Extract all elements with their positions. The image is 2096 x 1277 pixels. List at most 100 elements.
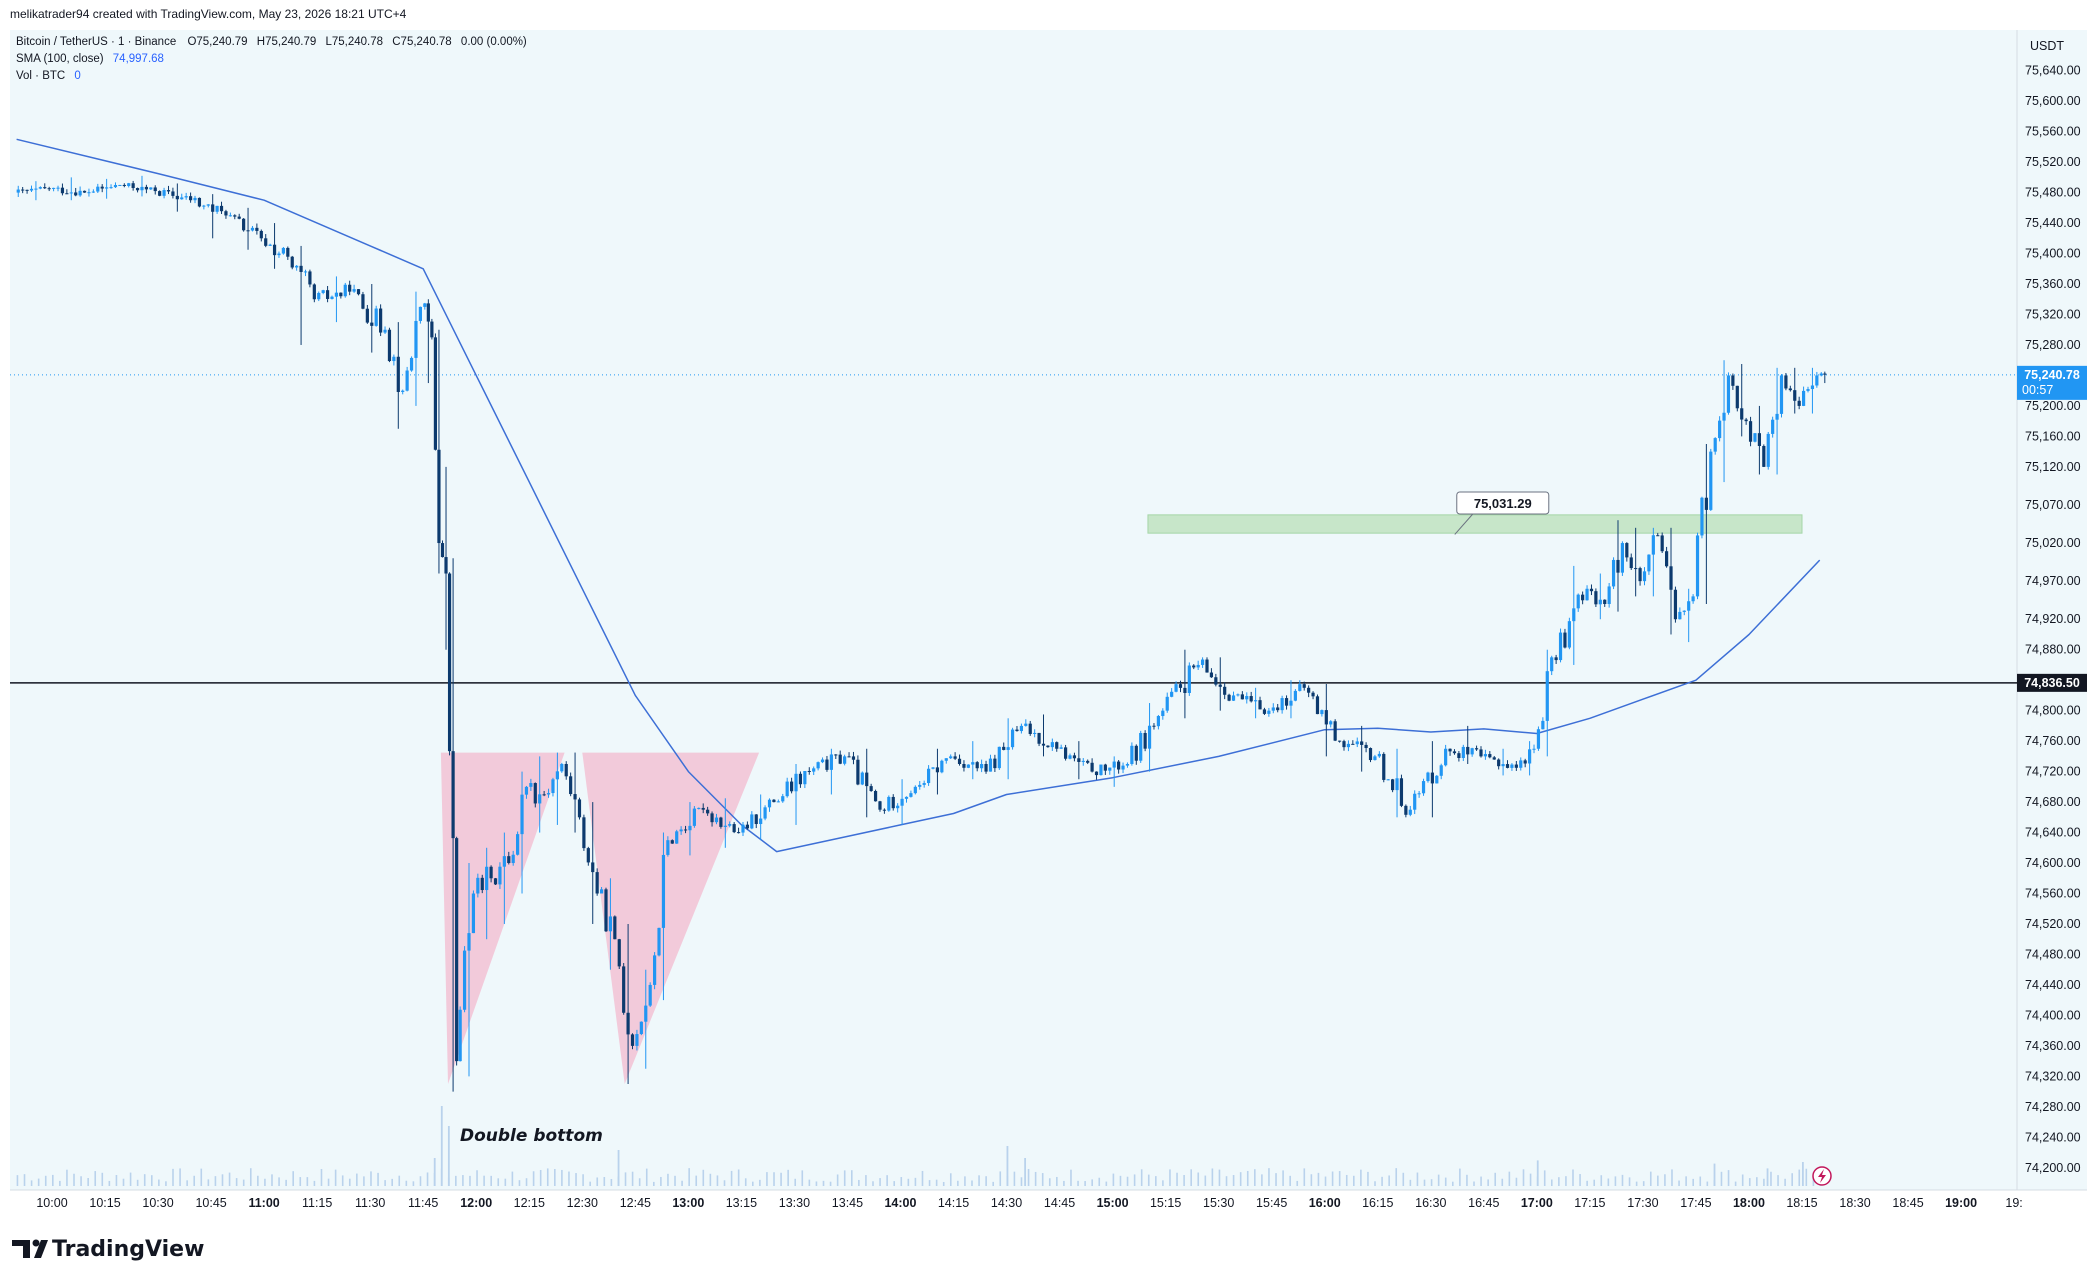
candle-body [1448,748,1452,752]
candle-body [1656,535,1660,537]
volume-bar [999,1171,1002,1186]
volume-bar [1275,1173,1277,1186]
candle-body [1368,748,1373,761]
candle-body [896,805,900,809]
volume-bar [327,1178,330,1186]
volume-bar [1558,1177,1560,1186]
volume-bar [695,1175,698,1186]
candle-body [246,230,250,232]
volume-bar [1331,1171,1334,1186]
candle-body [577,799,582,818]
volume-bar [1338,1171,1341,1186]
volume-bar [1119,1175,1122,1186]
candle-body [1757,433,1761,446]
volume-bar-spike [447,1126,450,1186]
volume-bar [306,1177,309,1186]
volume-bar [299,1177,302,1186]
candle-body [763,807,767,819]
price-label: 75,560.00 [2025,125,2081,139]
volume-bar [893,1181,896,1186]
candle-body [851,756,856,760]
candle-body [312,284,316,300]
price-label: 74,680.00 [2025,795,2081,809]
volume-bar [1770,1171,1772,1186]
volume-bar [511,1171,514,1186]
time-label: 15:45 [1256,1196,1287,1210]
volume-bar [773,1172,775,1186]
candle-body [1214,677,1218,685]
time-label: 10:00 [36,1196,67,1210]
candle-body [365,308,369,323]
volume-bar [249,1168,252,1186]
candle-body [622,966,626,1013]
candle-body [1364,744,1368,749]
volume-bar [1239,1172,1242,1186]
candle-body [272,244,277,256]
candle-body [1311,692,1315,697]
candle-body [1196,664,1200,668]
candle-body [653,955,657,985]
volume-bar [1169,1169,1171,1186]
price-axis-labels: 75,640.00 75,600.00 75,560.00 75,520.00 75,4… [2025,64,2081,1175]
volume-bar [23,1174,26,1186]
candle-body [1819,373,1823,376]
volume-bar [949,1173,952,1186]
price-callout[interactable]: 75,031.29 [1454,491,1550,535]
candle-body [52,187,56,189]
candle-body [1192,665,1196,668]
candle-body [317,292,321,300]
candle-body [1090,762,1094,772]
time-label: 14:15 [938,1196,969,1210]
candle-body [343,284,347,297]
time-label: 13:00 [672,1196,704,1210]
candle-body [944,758,948,761]
candle-body [489,866,493,879]
candle-body [1121,765,1125,770]
candle-body [1408,809,1412,815]
candle-body [1249,696,1253,702]
volume-bar [264,1178,266,1186]
volume-bar [1098,1177,1101,1186]
volume-bar [1360,1169,1362,1186]
candle-body [1678,611,1682,620]
candle-body [467,933,471,951]
candle-body [1377,753,1381,757]
candle-body [825,759,829,770]
candle-body [1815,375,1819,386]
candle-body [1231,695,1236,701]
candle-body [444,557,448,574]
lightning-icon[interactable] [1812,1166,1832,1186]
candle-body [1156,716,1160,727]
price-axis-background [2017,30,2087,1190]
candle-body [396,356,400,392]
volume-bar [1459,1168,1461,1186]
volume-bar [1084,1181,1086,1186]
candle-body [34,188,38,190]
candle-body [953,756,957,759]
candle-body [1125,763,1130,766]
price-label: 75,520.00 [2025,155,2081,169]
brand-name: TradingView [52,1237,204,1262]
legend-h-label: H [257,36,265,48]
candle-body [1541,720,1545,730]
candle-body [462,950,467,1010]
candle-body [1435,775,1439,784]
price-label: 74,200.00 [2025,1161,2081,1175]
volume-bar [1056,1176,1058,1186]
candles [16,175,1827,1092]
candle-body [426,303,430,322]
volume-bar [455,1175,457,1186]
candle-body [1823,373,1827,375]
volume-bar [66,1169,68,1186]
volume-bar [1112,1173,1115,1186]
volume-bar [228,1172,231,1186]
candle-body [423,303,427,307]
candle-body [476,877,480,894]
candle-body [1421,781,1426,794]
candle-body [666,840,670,855]
price-label: 75,200.00 [2025,399,2081,413]
volume-bar [122,1178,125,1186]
volume-bar [787,1169,789,1186]
candle-body [1413,793,1417,810]
candle-body [1024,723,1028,726]
